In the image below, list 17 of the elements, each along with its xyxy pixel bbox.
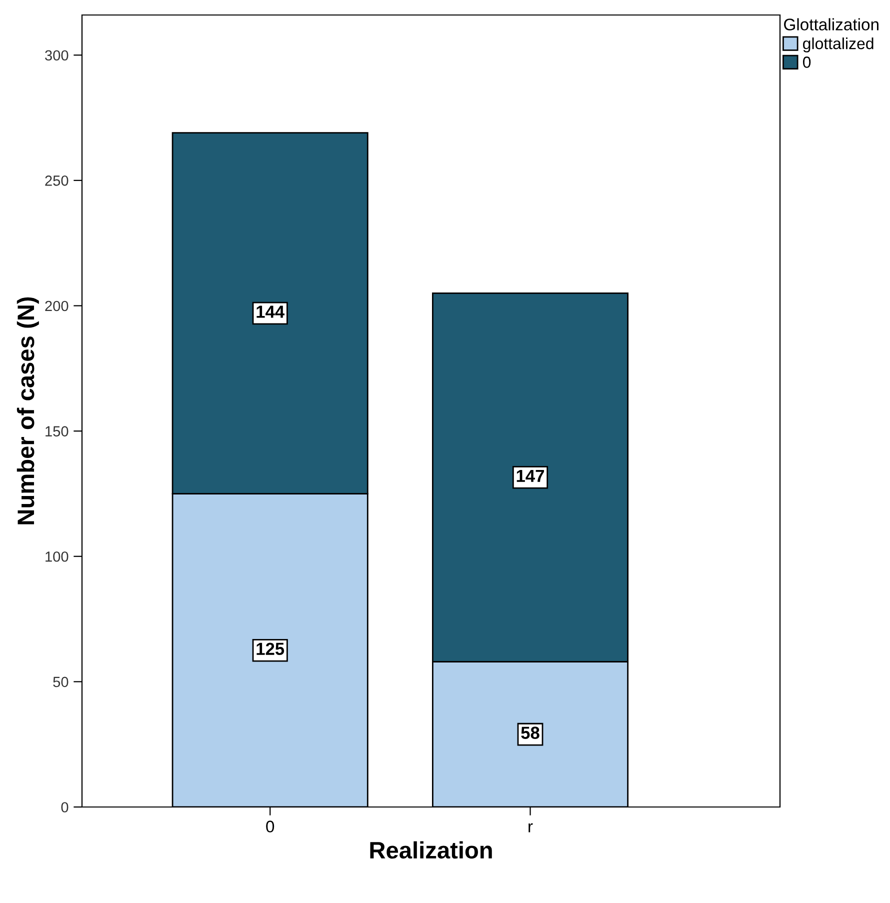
legend-label: 0 xyxy=(802,56,811,68)
data-label: 58 xyxy=(521,726,540,739)
y-tick-label: 150 xyxy=(46,426,68,436)
legend-title: Glottalization xyxy=(784,18,878,30)
data-label: 144 xyxy=(256,306,284,318)
y-tick-label: 300 xyxy=(45,50,68,61)
y-tick-label: 0 xyxy=(61,802,68,812)
data-label: 125 xyxy=(256,642,284,656)
legend-label: glottalized xyxy=(803,37,874,52)
y-tick-label: 50 xyxy=(53,676,68,688)
data-label: 147 xyxy=(516,470,544,482)
x-tick-label: r xyxy=(528,823,533,832)
y-tick-label: 250 xyxy=(45,176,68,186)
x-axis-title: Realization xyxy=(370,841,492,859)
y-tick-label: 200 xyxy=(45,300,68,312)
y-axis-title: Number of cases (N) xyxy=(16,297,39,524)
y-tick-label: 100 xyxy=(46,551,68,562)
